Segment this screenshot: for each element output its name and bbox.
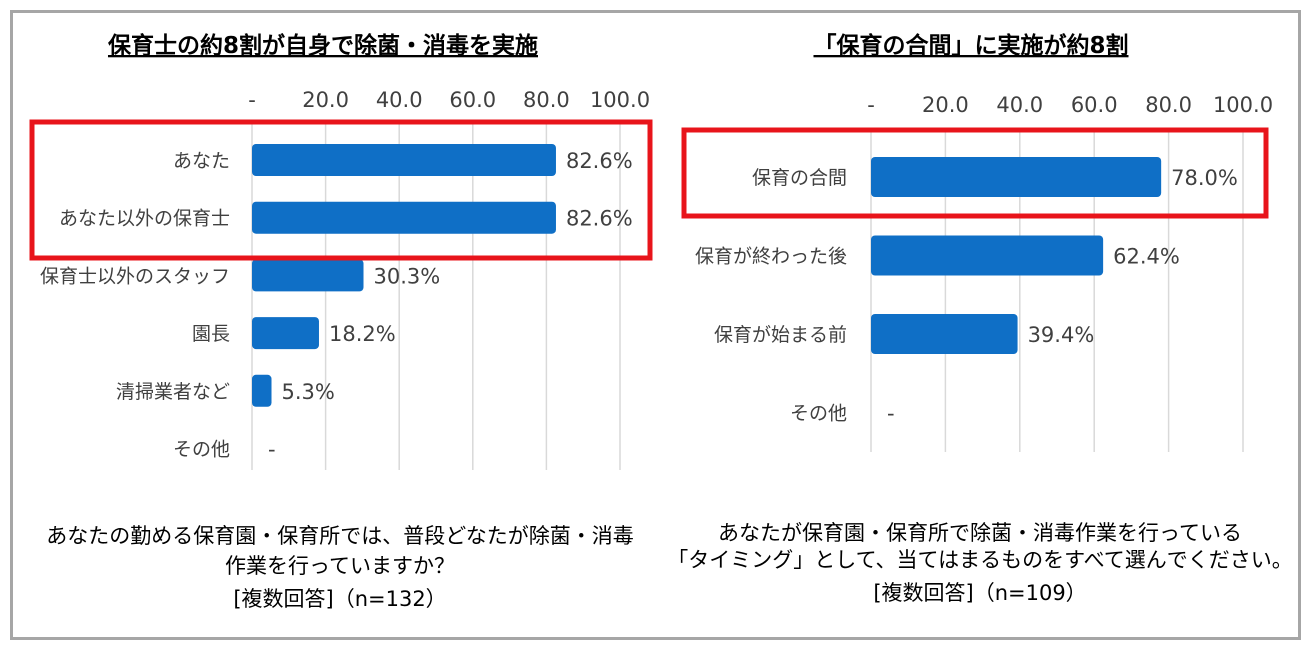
category-label: あなた	[173, 150, 230, 172]
x-tick-label: 20.0	[302, 88, 349, 112]
category-label: 保育士以外のスタッフ	[40, 265, 230, 287]
bar	[252, 144, 556, 176]
bar	[871, 235, 1104, 276]
category-label: 園長	[192, 323, 230, 345]
bar	[252, 259, 364, 292]
x-tick-label: 100.0	[1213, 93, 1273, 117]
category-label: その他	[173, 439, 230, 461]
value-label: 78.0%	[1171, 166, 1238, 190]
highlight-box	[29, 119, 653, 261]
value-label: 5.3%	[282, 380, 335, 404]
x-tick-label: 80.0	[1145, 93, 1192, 117]
value-label: 82.6%	[566, 149, 633, 173]
question-text: 作業を行っていますか？	[225, 554, 455, 578]
category-label: その他	[790, 403, 847, 425]
x-tick-label: -	[248, 88, 256, 112]
bar	[252, 317, 319, 350]
category-label: 清掃業者など	[116, 381, 230, 403]
value-label: 30.3%	[374, 264, 441, 288]
x-tick-label: 60.0	[1071, 93, 1118, 117]
x-tick-label: 100.0	[590, 88, 650, 112]
question-text: [複数回答]（n=109）	[873, 581, 1086, 605]
highlight-box	[681, 127, 1269, 219]
question-text: [複数回答]（n=132）	[233, 587, 446, 611]
category-label: 保育が終わった後	[695, 246, 847, 268]
value-label: 39.4%	[1028, 323, 1095, 347]
value-label: 62.4%	[1113, 245, 1180, 269]
bar	[871, 157, 1162, 197]
value-label: -	[887, 402, 895, 426]
question-text: あなたの勤める保育園・保育所では、普段どなたが除菌・消毒	[46, 524, 634, 548]
chart-title: 「保育の合間」に実施が約8割	[813, 32, 1128, 59]
figure-frame	[10, 10, 1301, 640]
bar	[252, 374, 272, 407]
category-label: 保育が始まる前	[714, 324, 847, 346]
bar	[871, 314, 1018, 354]
chart-title: 保育士の約8割が自身で除菌・消毒を実施	[107, 32, 538, 59]
value-label: 82.6%	[566, 207, 633, 231]
x-tick-label: 80.0	[523, 88, 570, 112]
bar	[252, 201, 556, 234]
category-label: 保育の合間	[752, 167, 847, 189]
category-label: あなた以外の保育士	[59, 208, 230, 230]
question-text: あなたが保育園・保育所で除菌・消毒作業を行っている	[718, 521, 1242, 545]
value-label: -	[268, 438, 276, 462]
question-text: 「タイミング」として、当てはまるものをすべて選んでください。	[667, 548, 1293, 572]
x-tick-label: -	[867, 93, 875, 117]
x-tick-label: 40.0	[376, 88, 423, 112]
x-tick-label: 20.0	[922, 93, 969, 117]
x-tick-label: 40.0	[996, 93, 1043, 117]
x-tick-label: 60.0	[449, 88, 496, 112]
value-label: 18.2%	[329, 322, 396, 346]
